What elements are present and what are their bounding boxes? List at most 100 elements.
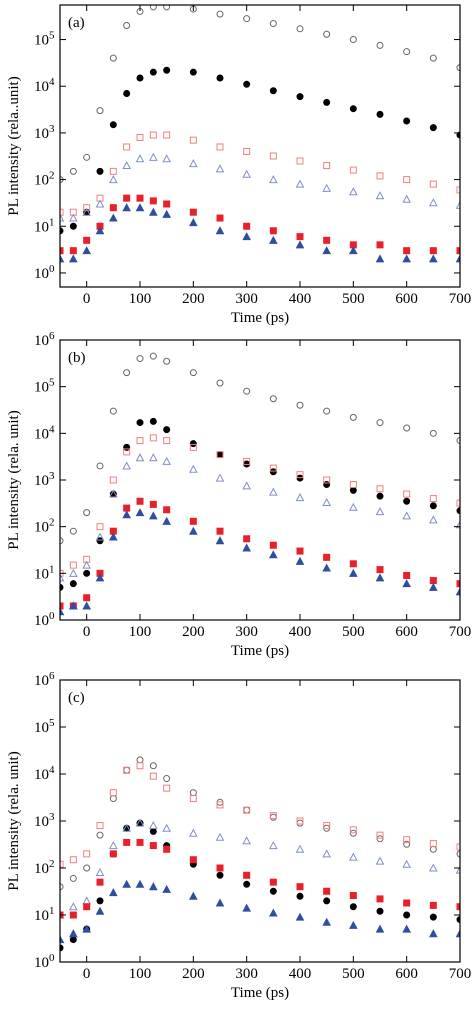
point — [60, 254, 65, 263]
y-tick-label: 106 — [34, 670, 55, 689]
point — [149, 842, 157, 850]
point — [69, 222, 77, 230]
point — [69, 936, 77, 944]
y-tick-label: 104 — [34, 76, 55, 95]
points — [60, 5, 460, 263]
y-tick-label: 101 — [34, 216, 55, 235]
point — [429, 247, 437, 255]
point — [96, 897, 104, 905]
point — [135, 453, 145, 462]
point — [149, 500, 157, 508]
point — [376, 110, 384, 118]
point — [455, 200, 460, 209]
y-tick-label: 104 — [34, 764, 55, 783]
point — [349, 413, 357, 421]
y-axis-label: PL intensity (rela. unit) — [6, 410, 22, 549]
point — [243, 15, 251, 23]
point — [60, 537, 64, 545]
point — [348, 246, 358, 255]
point — [455, 865, 460, 874]
point — [149, 352, 157, 360]
point — [109, 789, 117, 797]
point — [108, 532, 118, 541]
point — [135, 508, 145, 517]
point — [109, 167, 117, 175]
y-axis-label: PL intensity (rela..unit) — [6, 76, 22, 215]
point — [216, 10, 224, 18]
x-tick-label: 0 — [83, 291, 91, 307]
y-tick-label: 100 — [34, 952, 55, 971]
point — [243, 880, 251, 888]
plot-frame — [59, 679, 461, 963]
point — [402, 254, 412, 263]
point — [375, 856, 385, 865]
point — [429, 840, 437, 848]
point — [68, 254, 78, 263]
point — [82, 896, 92, 905]
point — [428, 515, 438, 524]
point — [149, 772, 157, 780]
point — [402, 511, 412, 520]
point — [108, 841, 118, 850]
point — [296, 471, 304, 479]
point — [83, 850, 91, 858]
point — [376, 241, 384, 249]
point — [269, 20, 277, 28]
x-tick-label: 0 — [83, 966, 91, 982]
point — [268, 175, 278, 184]
x-tick-label: 700 — [449, 624, 472, 640]
x-tick-label: 700 — [449, 291, 472, 307]
panel-label: (c) — [68, 690, 85, 706]
point — [348, 502, 358, 511]
point — [163, 775, 171, 783]
point — [429, 495, 437, 503]
point — [60, 602, 64, 610]
point — [163, 5, 171, 11]
y-tick-label: 102 — [34, 858, 55, 877]
point — [83, 569, 91, 577]
point — [189, 68, 197, 76]
point — [456, 131, 460, 139]
point — [243, 806, 251, 814]
x-tick-label: 300 — [235, 624, 258, 640]
x-axis-label: Time (ps) — [231, 643, 289, 659]
point — [69, 911, 77, 919]
point — [68, 213, 78, 222]
point — [148, 821, 158, 830]
point — [95, 532, 105, 541]
point — [82, 924, 92, 933]
point — [60, 213, 65, 222]
point — [242, 481, 252, 490]
point — [375, 254, 385, 263]
y-axis-label: PL intensity (rela. unit) — [6, 751, 22, 890]
point — [163, 200, 171, 208]
point — [296, 547, 304, 555]
point — [348, 852, 358, 861]
point — [135, 818, 145, 827]
point — [215, 898, 225, 907]
point — [243, 222, 251, 230]
point — [189, 208, 197, 216]
point — [215, 164, 225, 173]
point — [403, 48, 411, 56]
point — [242, 543, 252, 552]
point — [60, 883, 64, 891]
y-tick-label: 104 — [34, 423, 55, 442]
point — [69, 247, 77, 255]
point — [269, 887, 277, 895]
point — [69, 580, 77, 588]
point — [349, 560, 357, 568]
point — [149, 434, 157, 442]
point — [60, 573, 65, 582]
point — [163, 426, 171, 434]
plot-frame — [59, 339, 461, 621]
point — [69, 874, 77, 882]
point — [149, 68, 157, 76]
point — [322, 849, 332, 858]
point — [216, 451, 224, 459]
point — [375, 507, 385, 516]
point — [136, 437, 144, 445]
point — [376, 485, 384, 493]
point — [216, 527, 224, 535]
point — [455, 254, 460, 263]
